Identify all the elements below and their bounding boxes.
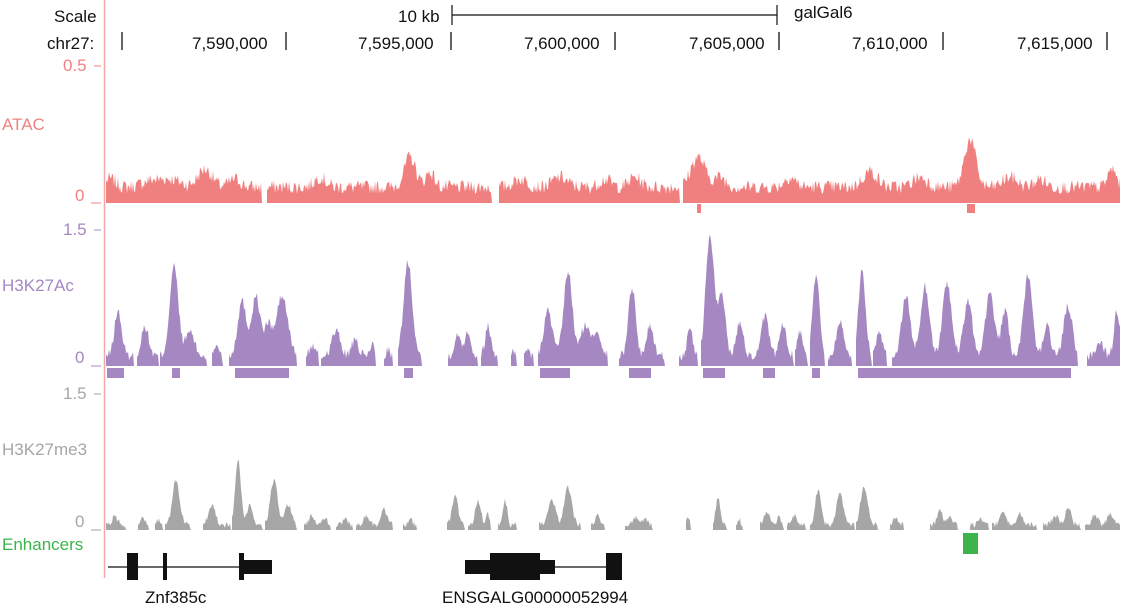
atac-signal-track[interactable]	[106, 137, 1120, 213]
assembly-label: galGal6	[794, 3, 853, 22]
enhancers-track[interactable]	[963, 533, 978, 554]
atac-ymax-label: 0.5	[63, 56, 87, 75]
h3k27ac-ymin-label: 0	[75, 348, 85, 367]
utr	[244, 560, 272, 574]
ruler-ticks	[121, 32, 1108, 50]
utr	[540, 560, 555, 574]
h3k27ac-peak-call[interactable]	[858, 368, 1071, 378]
atac-signal	[106, 137, 1120, 203]
h3k27ac-peak-call[interactable]	[404, 368, 413, 378]
h3k27ac-ymax-label: 1.5	[63, 220, 87, 239]
scale-label: Scale	[54, 7, 97, 26]
position-label: 7,590,000	[192, 34, 268, 53]
gene-name-znf385c[interactable]: Znf385c	[145, 588, 207, 607]
gene-model-znf385c[interactable]	[108, 553, 272, 580]
position-label: 7,600,000	[524, 34, 600, 53]
h3k27ac-signal	[106, 234, 1120, 366]
h3k27me3-track-label[interactable]: H3K27me3	[2, 440, 88, 459]
h3k27me3-ymin-label: 0	[75, 512, 85, 531]
h3k27ac-peak-call[interactable]	[629, 368, 651, 378]
utr	[465, 560, 490, 574]
h3k27ac-peak-call[interactable]	[703, 368, 725, 378]
exon	[239, 553, 244, 580]
h3k27ac-peak-call[interactable]	[540, 368, 570, 378]
h3k27ac-peak-call[interactable]	[172, 368, 180, 378]
position-label: 7,595,000	[358, 34, 434, 53]
exon	[163, 553, 167, 580]
h3k27me3-signal-track[interactable]	[106, 459, 1120, 530]
h3k27ac-peak-call[interactable]	[812, 368, 820, 378]
h3k27ac-peak-call[interactable]	[107, 368, 124, 378]
exon	[606, 553, 622, 580]
atac-peak-call[interactable]	[697, 204, 701, 213]
position-label: 7,605,000	[689, 34, 765, 53]
h3k27me3-ymax-label: 1.5	[63, 384, 87, 403]
position-label: 7,615,000	[1017, 34, 1093, 53]
scalebar-label: 10 kb	[398, 7, 440, 26]
gene-model-ensgalg00000052994[interactable]	[465, 553, 622, 580]
h3k27me3-signal	[106, 459, 1120, 530]
exon	[127, 553, 138, 580]
h3k27ac-peak-call[interactable]	[763, 368, 775, 378]
position-label: 7,610,000	[852, 34, 928, 53]
enhancer-region[interactable]	[963, 533, 978, 554]
enhancers-track-label[interactable]: Enhancers	[2, 535, 84, 554]
scalebar	[451, 5, 778, 25]
chrom-label: chr27:	[47, 34, 95, 53]
gene-name-ensgalg[interactable]: ENSGALG00000052994	[442, 588, 629, 607]
axis-ticks	[91, 65, 101, 531]
h3k27ac-track-label[interactable]: H3K27Ac	[2, 276, 74, 295]
h3k27ac-peak-call[interactable]	[235, 368, 289, 378]
atac-ymin-label: 0	[75, 186, 85, 205]
h3k27ac-signal-track[interactable]	[106, 234, 1120, 378]
atac-peak-call[interactable]	[967, 204, 975, 213]
exon	[490, 553, 540, 580]
atac-track-label[interactable]: ATAC	[2, 115, 45, 134]
